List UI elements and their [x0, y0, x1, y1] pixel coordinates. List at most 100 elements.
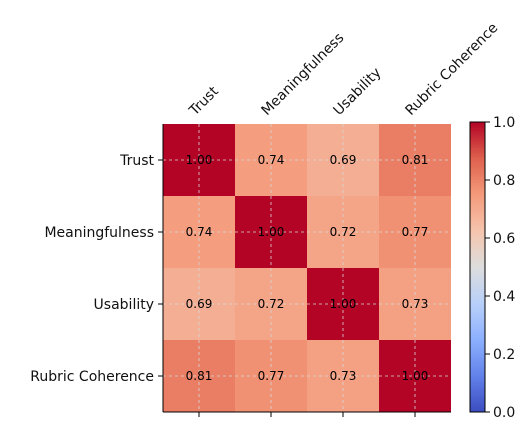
- heatmap-axes: [158, 124, 451, 417]
- colorbar-gradient-segment: [470, 155, 485, 158]
- colorbar-gradient-segment: [470, 291, 485, 294]
- colorbar-gradient-segment: [470, 229, 485, 232]
- colorbar-gradient-segment: [470, 165, 485, 168]
- colorbar-gradient-segment: [470, 226, 485, 229]
- colorbar-gradient-segment: [470, 140, 485, 143]
- colorbar-gradient-segment: [470, 383, 485, 385]
- colorbar-gradient-segment: [470, 149, 485, 152]
- colorbar-gradient-segment: [470, 345, 485, 348]
- colorbar-gradient-segment: [470, 297, 485, 300]
- colorbar-gradient-segment: [470, 168, 485, 171]
- colorbar-gradient-segment: [470, 166, 485, 169]
- cell-value-label-trust-usability: 0.69: [330, 153, 357, 167]
- colorbar-gradient-segment: [470, 252, 485, 255]
- colorbar-gradient-segment: [470, 262, 485, 265]
- colorbar-gradient-segment: [470, 152, 485, 155]
- colorbar-tick-label-0-2: 0.2: [493, 347, 515, 363]
- heatmap-grid: [163, 124, 451, 412]
- colorbar-gradient-segment: [470, 133, 485, 136]
- colorbar-gradient-segment: [470, 352, 485, 355]
- colorbar-gradient-segment: [470, 130, 485, 133]
- colorbar-gradient-segment: [470, 381, 485, 384]
- colorbar-gradient-segment: [470, 388, 485, 391]
- colorbar-gradient-segment: [470, 203, 485, 205]
- colorbar-gradient-segment: [470, 224, 485, 227]
- colorbar: 1.0 0.8 0.6 0.4 0.2 0.0: [469, 115, 515, 421]
- colorbar-gradient-segment: [470, 303, 485, 306]
- cell-value-label-rubric-coherence-usability: 0.73: [330, 369, 357, 383]
- colorbar-gradient-segment: [470, 355, 485, 358]
- colorbar-gradient-segment: [470, 398, 485, 401]
- colorbar-gradient-segment: [470, 239, 485, 242]
- colorbar-gradient-segment: [470, 319, 485, 321]
- colorbar-gradient-segment: [470, 298, 485, 301]
- colorbar-gradient-segment: [470, 246, 485, 249]
- colorbar-gradient-segment: [470, 387, 485, 390]
- cell-value-label-rubric-coherence-trust: 0.81: [186, 369, 213, 383]
- x-tick-label-trust: Trust: [186, 83, 222, 119]
- colorbar-gradient-segment: [470, 171, 485, 174]
- colorbar-gradient-segment: [470, 204, 485, 207]
- cell-value-label-usability-rubric-coherence: 0.73: [402, 297, 429, 311]
- colorbar-gradient-segment: [470, 261, 485, 263]
- colorbar-gradient-segment: [470, 372, 485, 375]
- colorbar-gradient-segment: [470, 182, 485, 185]
- colorbar-gradient-segment: [470, 364, 485, 366]
- cell-value-label-usability-usability: 1.00: [330, 297, 357, 311]
- colorbar-gradient-segment: [470, 391, 485, 394]
- colorbar-gradient-segment: [470, 390, 485, 393]
- colorbar-gradient-segment: [470, 213, 485, 216]
- y-tick-label-trust: Trust: [119, 153, 154, 169]
- colorbar-gradient-segment: [470, 159, 485, 162]
- colorbar-gradient-segment: [470, 142, 485, 145]
- colorbar-gradient-segment: [470, 351, 485, 353]
- colorbar-gradient-segment: [470, 180, 485, 182]
- colorbar-gradient-segment: [470, 158, 485, 161]
- colorbar-gradient-segment: [470, 342, 485, 345]
- colorbar-gradient-segment: [470, 275, 485, 278]
- colorbar-gradient-segment: [470, 269, 485, 272]
- colorbar-gradient-segment: [470, 365, 485, 368]
- colorbar-gradient-segment: [470, 161, 485, 163]
- colorbar-gradient-segment: [470, 136, 485, 139]
- colorbar-gradient-segment: [470, 217, 485, 220]
- colorbar-gradient-segment: [470, 339, 485, 342]
- colorbar-gradient-segment: [470, 346, 485, 349]
- colorbar-gradient-segment: [470, 251, 485, 253]
- colorbar-gradient-segment: [470, 280, 485, 282]
- colorbar-gradient-segment: [470, 317, 485, 320]
- colorbar-gradient-segment: [470, 190, 485, 192]
- colorbar-gradient-segment: [470, 340, 485, 343]
- colorbar-gradient-segment: [470, 323, 485, 326]
- colorbar-gradient-segment: [470, 329, 485, 332]
- x-tick-label-rubric-coherence: Rubric Coherence: [403, 20, 502, 119]
- y-tick-label-rubric-coherence: Rubric Coherence: [30, 369, 154, 385]
- colorbar-gradient-segment: [470, 320, 485, 323]
- colorbar-gradient-segment: [470, 210, 485, 213]
- colorbar-tick-label-0-0: 0.0: [493, 405, 515, 421]
- colorbar-gradient-segment: [470, 377, 485, 379]
- colorbar-gradient-segment: [470, 356, 485, 359]
- colorbar-gradient-segment: [470, 162, 485, 165]
- colorbar-gradient-segment: [470, 322, 485, 324]
- colorbar-gradient-segment: [470, 272, 485, 275]
- colorbar-gradient-segment: [470, 410, 485, 413]
- colorbar-gradient-segment: [470, 371, 485, 374]
- colorbar-gradient-segment: [470, 139, 485, 142]
- colorbar-gradient-segment: [470, 124, 485, 127]
- cell-value-label-rubric-coherence-meaningfulness: 0.77: [258, 369, 285, 383]
- colorbar-gradient-segment: [470, 197, 485, 200]
- colorbar-gradient-segment: [470, 235, 485, 237]
- cell-value-label-trust-trust: 1.00: [186, 153, 213, 167]
- colorbar-gradient-segment: [470, 287, 485, 290]
- colorbar-gradient-segment: [470, 397, 485, 400]
- colorbar-gradient-segment: [470, 380, 485, 382]
- colorbar-gradient-segment: [470, 367, 485, 369]
- colorbar-gradient-segment: [470, 359, 485, 362]
- colorbar-gradient-segment: [470, 306, 485, 308]
- colorbar-gradient-segment: [470, 211, 485, 214]
- cell-value-label-usability-meaningfulness: 0.72: [258, 297, 285, 311]
- colorbar-gradient-segment: [470, 200, 485, 203]
- colorbar-gradient-segment: [470, 271, 485, 274]
- y-tick-label-usability: Usability: [94, 297, 154, 313]
